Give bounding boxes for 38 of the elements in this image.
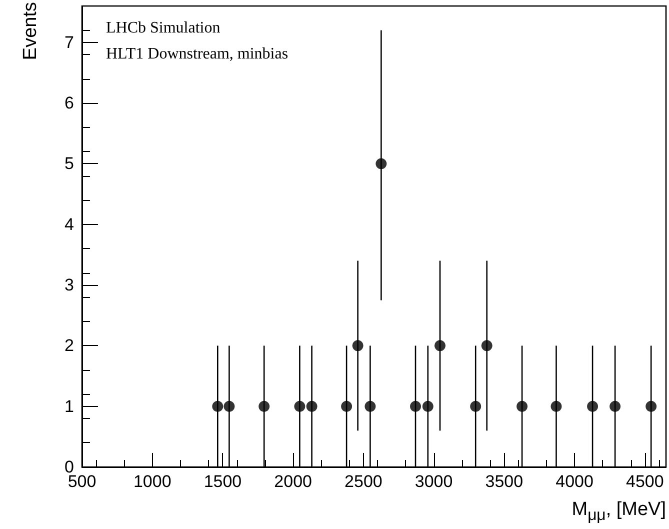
x-tick-label: 4500 <box>626 472 664 491</box>
x-tick-label: 3000 <box>414 472 453 491</box>
point <box>306 400 318 412</box>
point <box>258 400 270 412</box>
annotation: HLT1 Downstream, minbias <box>106 46 288 62</box>
point <box>470 400 482 412</box>
point <box>376 158 387 170</box>
point <box>341 400 352 412</box>
y-tick-label: 3 <box>64 276 74 295</box>
x-tick-label: 1000 <box>133 472 172 491</box>
point <box>364 400 376 412</box>
x-tick-label: 2500 <box>344 472 382 491</box>
x-tick-label: 4000 <box>556 472 594 491</box>
point <box>481 340 492 352</box>
annotation: LHCb Simulation <box>106 20 220 36</box>
point <box>550 400 562 412</box>
point <box>224 400 235 412</box>
y-tick-label: 2 <box>64 336 74 356</box>
x-axis-title: M$_{μμ}$, [MeV] <box>572 499 666 525</box>
y-tick-label: 4 <box>64 214 74 234</box>
y-tick-label: 6 <box>64 94 74 113</box>
y-tick-label: 7 <box>64 32 74 52</box>
point <box>352 340 364 352</box>
y-axis-title: Events <box>20 2 42 60</box>
y-tick-label: 1 <box>64 396 74 416</box>
point <box>587 400 598 412</box>
point <box>294 400 306 412</box>
point <box>434 340 446 352</box>
point <box>410 400 422 412</box>
x-tick-label: 3500 <box>485 472 524 491</box>
point <box>610 400 621 412</box>
x-tick-label: 1500 <box>204 472 242 491</box>
x-tick-label: 2000 <box>274 472 312 491</box>
point <box>516 400 528 412</box>
point <box>422 400 434 412</box>
y-tick-label: 5 <box>64 154 74 174</box>
point <box>212 400 224 412</box>
point <box>646 400 657 412</box>
